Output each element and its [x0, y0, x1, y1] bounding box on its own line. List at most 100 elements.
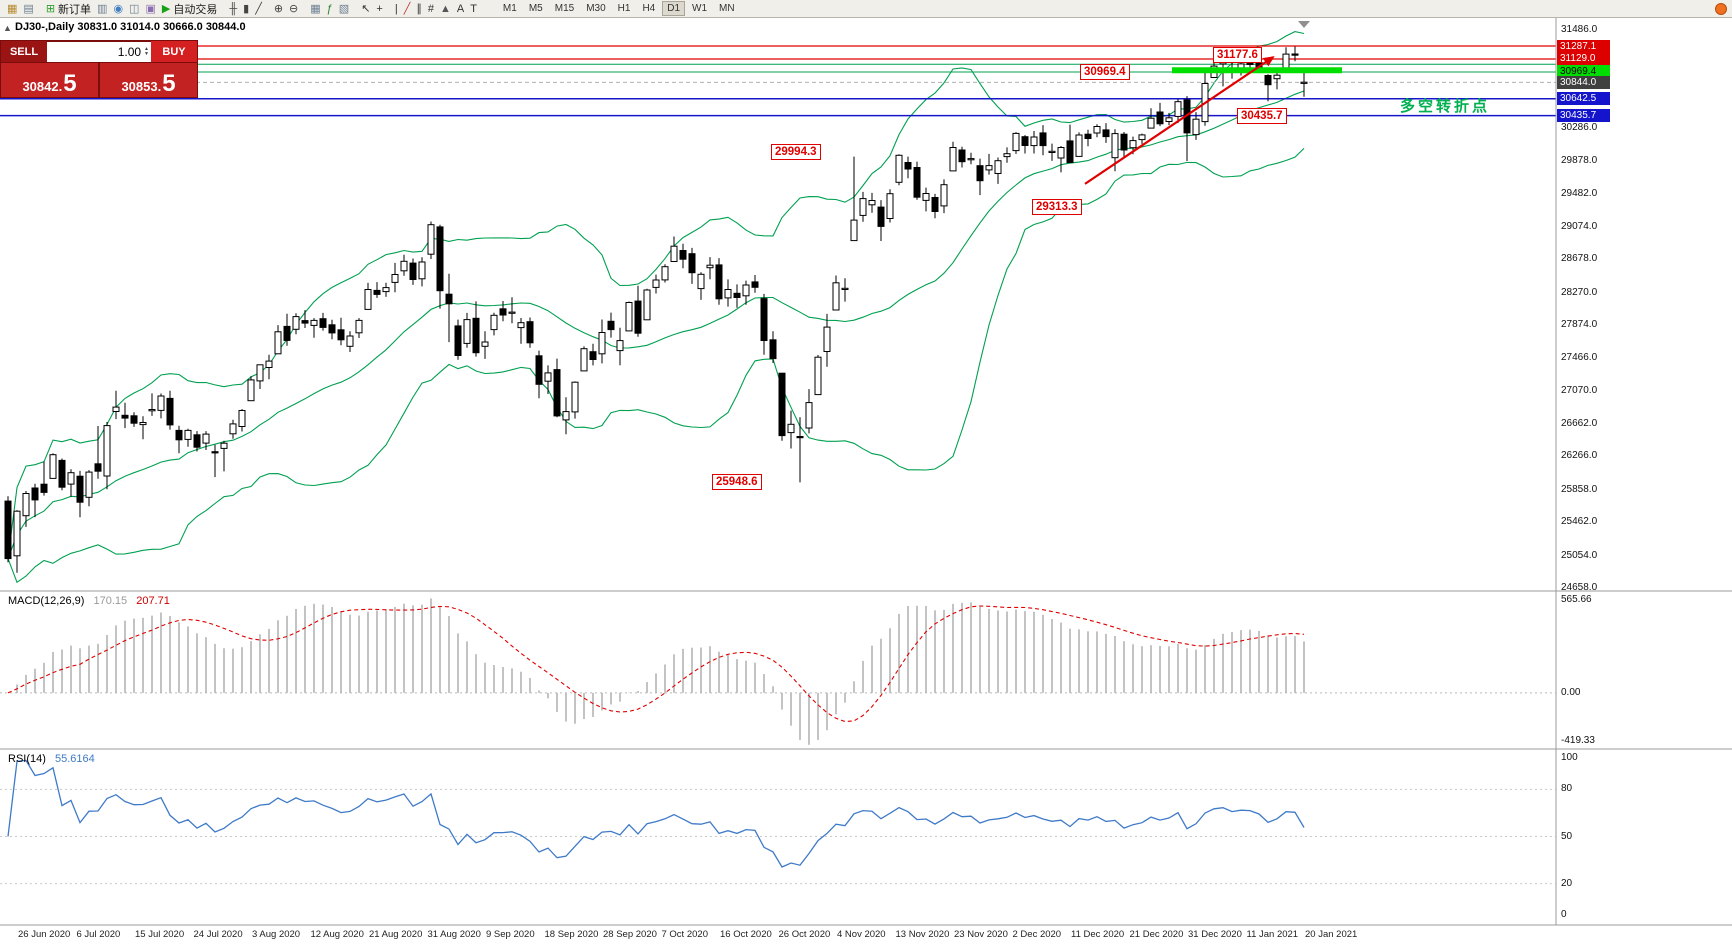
new-order-icon: ⊞ — [45, 2, 56, 15]
line-chart-button[interactable]: ╱ — [252, 1, 265, 17]
bollinger-bands — [7, 31, 1305, 584]
trendline-icon: ╱ — [403, 2, 411, 15]
macd-histogram — [16, 598, 1305, 745]
volume-input[interactable]: 1.00 ▲ ▼ — [47, 41, 151, 62]
macd-signal-value: 207.71 — [136, 595, 170, 607]
market-watch-button[interactable]: ▥ — [94, 1, 110, 17]
macd-value: 170.15 — [93, 595, 128, 607]
one-click-trading-panel: SELL 1.00 ▲ ▼ BUY 30842. 5 30853. 5 — [0, 40, 198, 98]
timeframe-mn[interactable]: MN — [719, 3, 735, 14]
buy-price-main: 30853. — [121, 79, 162, 94]
rsi-name: RSI(14) — [8, 753, 46, 765]
volume-spinner: ▲ ▼ — [144, 47, 149, 57]
candlesticks — [4, 46, 1308, 573]
shapes-icon: ▲ — [439, 2, 451, 15]
text-label-icon: T — [470, 2, 477, 15]
volume-decrease-button[interactable]: ▼ — [144, 51, 149, 57]
sell-price-main: 30842. — [22, 79, 63, 94]
timeframe-w1[interactable]: W1 — [692, 3, 708, 14]
rsi-indicator-label: RSI(14) 55.6164 — [8, 753, 95, 765]
text-icon: A — [456, 2, 465, 15]
zoom-out-button[interactable]: ⊖ — [286, 1, 301, 17]
rsi-value: 55.6164 — [54, 753, 95, 765]
crosshair-icon: + — [376, 2, 383, 15]
new-order-button[interactable]: ⊞ 新订单 — [43, 1, 94, 17]
vertical-line-button[interactable]: | — [392, 1, 401, 17]
notification-icon[interactable] — [1715, 3, 1727, 15]
navigator-button[interactable]: ◉ — [110, 1, 126, 17]
sell-price-pip: 5 — [63, 70, 77, 97]
zoom-in-button[interactable]: ⊕ — [271, 1, 286, 17]
text-label-button[interactable]: T — [467, 1, 480, 17]
timeframe-h1[interactable]: H1 — [617, 3, 631, 14]
timeframe-m15[interactable]: M15 — [554, 3, 575, 14]
terminal-icon: ◫ — [129, 2, 140, 15]
fibonacci-button[interactable]: # — [425, 1, 437, 17]
market-watch-icon: ▥ — [97, 2, 108, 15]
buy-button[interactable]: BUY — [151, 41, 197, 62]
horizontal-level-lines[interactable] — [0, 45, 1556, 117]
profiles-button[interactable]: ▤ — [20, 1, 36, 17]
strategy-tester-button[interactable]: ▣ — [142, 1, 158, 17]
autotrading-button-label: 自动交易 — [173, 3, 218, 16]
zoom-in-icon: ⊕ — [273, 2, 284, 15]
timeframe-m30[interactable]: M30 — [586, 3, 606, 14]
tile-windows-button[interactable]: ▦ — [307, 1, 323, 17]
bar-chart-button[interactable]: ╫ — [226, 1, 240, 17]
new-chart-icon: ▦ — [7, 2, 18, 15]
autotrading-button[interactable]: ▶ 自动交易 — [159, 1, 220, 17]
macd-signal-line — [7, 605, 1305, 723]
tile-windows-icon: ▦ — [310, 2, 321, 15]
templates-icon: ▧ — [338, 2, 350, 15]
profiles-icon: ▤ — [23, 2, 34, 15]
chart-ohlc-header: DJ30-,Daily 30831.0 31014.0 30666.0 3084… — [15, 21, 246, 33]
trendline-button[interactable]: ╱ — [401, 1, 414, 17]
fibonacci-icon: # — [427, 2, 434, 15]
sell-button[interactable]: SELL — [1, 41, 47, 62]
timeframe-d1[interactable]: D1 — [662, 1, 686, 16]
strategy-tester-icon: ▣ — [145, 2, 156, 15]
indicators-button[interactable]: ƒ — [324, 1, 336, 17]
new-chart-button[interactable]: ▦ — [4, 1, 20, 17]
shapes-button[interactable]: ▲ — [437, 1, 454, 17]
candlestick-chart-icon: ▮ — [243, 2, 250, 15]
macd-indicator-label: MACD(12,26,9) 170.15 207.71 — [8, 595, 170, 607]
channel-button[interactable]: ∥ — [413, 1, 425, 17]
buy-price-pip: 5 — [162, 70, 176, 97]
timeframe-toolbar: M1 M5 M15 M30 H1 H4 D1 W1 MN — [497, 1, 741, 16]
timeframe-m5[interactable]: M5 — [528, 3, 543, 14]
sell-price[interactable]: 30842. 5 — [1, 63, 98, 97]
macd-name: MACD(12,26,9) — [8, 595, 85, 607]
indicators-icon: ƒ — [326, 2, 333, 15]
volume-increase-button[interactable]: ▲ — [144, 46, 149, 52]
line-chart-icon: ╱ — [255, 2, 262, 15]
vertical-line-icon: | — [394, 2, 398, 15]
autotrading-icon: ▶ — [161, 2, 171, 15]
channel-icon: ∥ — [416, 2, 422, 15]
cursor-icon: ↖ — [361, 2, 371, 15]
toolbar: ▦ ▤ ⊞ 新订单 ▥ ◉ ◫ ▣ ▶ 自动交易 ╫ ▮ ╱ ⊕ ⊖ ▦ ƒ ▧ ↖ + | ╱ ∥ # ▲ A T M1 M5 M15… — [0, 0, 1732, 18]
text-button[interactable]: A — [454, 1, 467, 17]
toolbar-buttons: ▦ ▤ ⊞ 新订单 ▥ ◉ ◫ ▣ ▶ 自动交易 ╫ ▮ ╱ ⊕ ⊖ ▦ ƒ ▧ ↖ + | ╱ ∥ # ▲ A T — [4, 1, 486, 17]
rsi-line — [7, 759, 1305, 868]
one-click-trading-toggle-icon[interactable]: ▲ — [3, 23, 12, 33]
trade-prices-row: 30842. 5 30853. 5 — [1, 63, 197, 97]
terminal-button[interactable]: ◫ — [126, 1, 142, 17]
trend-arrow[interactable] — [1084, 56, 1275, 185]
trade-controls-row: SELL 1.00 ▲ ▼ BUY — [1, 41, 197, 62]
timeframe-h4[interactable]: H4 — [642, 3, 656, 14]
new-order-button-label: 新订单 — [58, 3, 92, 16]
navigator-icon: ◉ — [113, 2, 124, 15]
crosshair-button[interactable]: + — [373, 1, 385, 17]
candlestick-chart-button[interactable]: ▮ — [240, 1, 252, 17]
buy-price[interactable]: 30853. 5 — [100, 63, 197, 97]
templates-button[interactable]: ▧ — [336, 1, 352, 17]
zoom-out-icon: ⊖ — [289, 2, 299, 15]
bar-chart-icon: ╫ — [229, 2, 238, 15]
timeframe-m1[interactable]: M1 — [502, 3, 517, 14]
chart-shift-icon[interactable] — [1298, 21, 1310, 28]
cursor-button[interactable]: ↖ — [358, 1, 373, 17]
volume-value: 1.00 — [117, 45, 142, 59]
